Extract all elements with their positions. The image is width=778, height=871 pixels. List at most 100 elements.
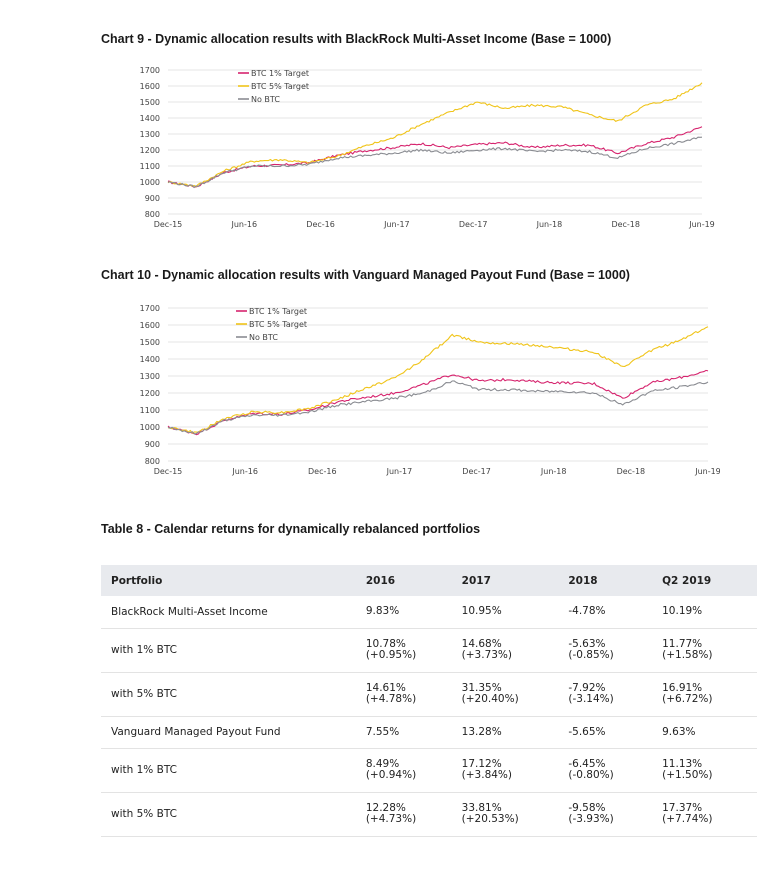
row-label: with 5% BTC bbox=[101, 792, 366, 837]
chart9-title: Chart 9 - Dynamic allocation results wit… bbox=[101, 32, 612, 46]
chart10-series-line-1 bbox=[167, 369, 709, 436]
return-difference: (+3.73%) bbox=[461, 649, 513, 661]
value-cell: -4.78% bbox=[568, 596, 663, 629]
chart10-y-tick-label: 1300 bbox=[140, 372, 160, 381]
chart10-x-tick-label: Dec-16 bbox=[308, 467, 337, 476]
chart9-x-tick-label: Jun-19 bbox=[688, 220, 715, 229]
return-difference: (+4.73%) bbox=[365, 813, 417, 825]
chart10-title: Chart 10 - Dynamic allocation results wi… bbox=[101, 268, 630, 282]
chart10-y-tick-label: 1400 bbox=[140, 355, 160, 364]
return-value: 17.37% bbox=[662, 802, 703, 814]
return-value: 10.95% bbox=[461, 605, 502, 618]
chart9-y-tick-label: 1600 bbox=[140, 82, 160, 91]
return-value: 12.28% bbox=[365, 802, 406, 814]
chart10-y-tick-label: 1700 bbox=[140, 304, 160, 313]
table-row: BlackRock Multi-Asset Income 9.83% 10.95% -… bbox=[101, 596, 757, 629]
value-cell: 14.61% (+4.78%) bbox=[365, 672, 462, 717]
row-label: with 1% BTC bbox=[101, 628, 366, 673]
value-cell: 12.28% (+4.73%) bbox=[365, 792, 462, 837]
value-cell: 9.63% bbox=[662, 716, 757, 749]
chart10-x-tick-label: Dec-15 bbox=[154, 467, 183, 476]
chart9-y-tick-label: 1700 bbox=[140, 66, 160, 75]
table-row: with 1% BTC 10.78% (+0.95%) 14.68% (+3.73%) -… bbox=[101, 628, 757, 673]
return-value: 16.91% bbox=[662, 682, 703, 694]
chart10-y-tick-label: 1100 bbox=[140, 406, 160, 415]
value-cell: 14.68% (+3.73%) bbox=[461, 628, 569, 673]
return-value: 10.78% bbox=[365, 638, 406, 650]
return-difference: (+20.40%) bbox=[461, 693, 519, 705]
chart9-y-tick-label: 1500 bbox=[140, 98, 160, 107]
value-cell: 33.81% (+20.53%) bbox=[461, 792, 569, 837]
row-label: with 1% BTC bbox=[101, 748, 366, 793]
chart9-y-tick-label: 1000 bbox=[140, 178, 160, 187]
return-difference: (+7.74%) bbox=[662, 813, 713, 825]
return-value: 14.61% bbox=[365, 682, 406, 694]
chart10-x-tick-label: Jun-16 bbox=[231, 467, 258, 476]
table-title: Table 8 - Calendar returns for dynamical… bbox=[101, 522, 481, 536]
header-portfolio: Portfolio bbox=[101, 565, 366, 596]
value-cell: 16.91% (+6.72%) bbox=[662, 672, 757, 717]
chart9-x-tick-label: Dec-15 bbox=[154, 220, 183, 229]
return-value: 31.35% bbox=[461, 682, 502, 694]
value-cell: 17.12% (+3.84%) bbox=[461, 748, 569, 793]
chart9-series-line-3 bbox=[167, 136, 703, 189]
row-label: Vanguard Managed Payout Fund bbox=[101, 716, 366, 749]
return-difference: (-0.80%) bbox=[568, 769, 614, 781]
return-value: -5.63% bbox=[568, 638, 606, 650]
return-value: -9.58% bbox=[568, 802, 606, 814]
chart9-x-tick-label: Dec-16 bbox=[306, 220, 335, 229]
return-difference: (+6.72%) bbox=[662, 693, 713, 705]
table-row: with 5% BTC 12.28% (+4.73%) 33.81% (+20.53%)… bbox=[101, 792, 757, 837]
table-header-row: Portfolio 2016 2017 2018 Q2 2019 bbox=[101, 565, 757, 596]
value-cell: 10.78% (+0.95%) bbox=[365, 628, 462, 673]
chart9-legend-label: BTC 5% Target bbox=[251, 82, 309, 91]
return-value: 17.12% bbox=[461, 758, 502, 770]
return-value: -6.45% bbox=[568, 758, 606, 770]
chart9-y-tick-label: 1400 bbox=[140, 114, 160, 123]
return-value: -7.92% bbox=[568, 682, 606, 694]
return-value: 11.77% bbox=[662, 638, 703, 650]
value-cell: 31.35% (+20.40%) bbox=[461, 672, 569, 717]
return-value: 9.83% bbox=[365, 605, 400, 618]
row-label: BlackRock Multi-Asset Income bbox=[101, 596, 366, 629]
calendar-returns-table: Portfolio 2016 2017 2018 Q2 2019 BlackRo… bbox=[101, 565, 757, 837]
chart9-legend-label: BTC 1% Target bbox=[251, 69, 309, 78]
value-cell: 10.19% bbox=[662, 596, 757, 629]
value-cell: 13.28% bbox=[461, 716, 569, 749]
return-value: 13.28% bbox=[461, 725, 502, 738]
return-difference: (-3.14%) bbox=[568, 693, 614, 705]
chart10-x-tick-label: Jun-19 bbox=[694, 467, 720, 476]
chart10-series-line-3 bbox=[167, 380, 709, 435]
chart9-y-tick-label: 1100 bbox=[140, 162, 160, 171]
table-row: with 5% BTC 14.61% (+4.78%) 31.35% (+20.40%)… bbox=[101, 672, 757, 717]
chart10-series-line-2 bbox=[167, 326, 709, 434]
chart10-x-tick-label: Dec-18 bbox=[617, 467, 646, 476]
return-value: 8.49% bbox=[365, 758, 400, 770]
chart10-y-tick-label: 1500 bbox=[140, 338, 160, 347]
return-value: 10.19% bbox=[662, 605, 703, 618]
value-cell: 9.83% bbox=[365, 596, 462, 629]
chart9-y-tick-label: 1200 bbox=[140, 146, 160, 155]
chart9: 800 900 1000 1100 1200 1300 1400 1500 1600 1700 De… bbox=[140, 66, 715, 229]
chart10-y-tick-label: 1000 bbox=[140, 423, 160, 432]
return-difference: (+1.50%) bbox=[662, 769, 713, 781]
row-label: with 5% BTC bbox=[101, 672, 366, 717]
return-value: 14.68% bbox=[461, 638, 502, 650]
return-difference: (-3.93%) bbox=[568, 813, 614, 825]
value-cell: -6.45% (-0.80%) bbox=[568, 748, 663, 793]
value-cell: 17.37% (+7.74%) bbox=[662, 792, 757, 837]
return-difference: (-0.85%) bbox=[568, 649, 614, 661]
chart9-y-tick-label: 800 bbox=[145, 210, 160, 219]
value-cell: -9.58% (-3.93%) bbox=[568, 792, 663, 837]
return-value: -5.65% bbox=[568, 725, 606, 738]
value-cell: 8.49% (+0.94%) bbox=[365, 748, 462, 793]
chart9-x-tick-label: Jun-18 bbox=[536, 220, 563, 229]
chart10-y-tick-label: 900 bbox=[145, 440, 160, 449]
return-difference: (+20.53%) bbox=[461, 813, 519, 825]
chart9-x-tick-label: Dec-17 bbox=[459, 220, 488, 229]
chart9-series-line-2 bbox=[167, 82, 703, 188]
return-value: 11.13% bbox=[662, 758, 703, 770]
value-cell: 10.95% bbox=[461, 596, 569, 629]
chart10-x-tick-label: Jun-17 bbox=[386, 467, 413, 476]
chart10-legend-label: BTC 1% Target bbox=[249, 307, 307, 316]
